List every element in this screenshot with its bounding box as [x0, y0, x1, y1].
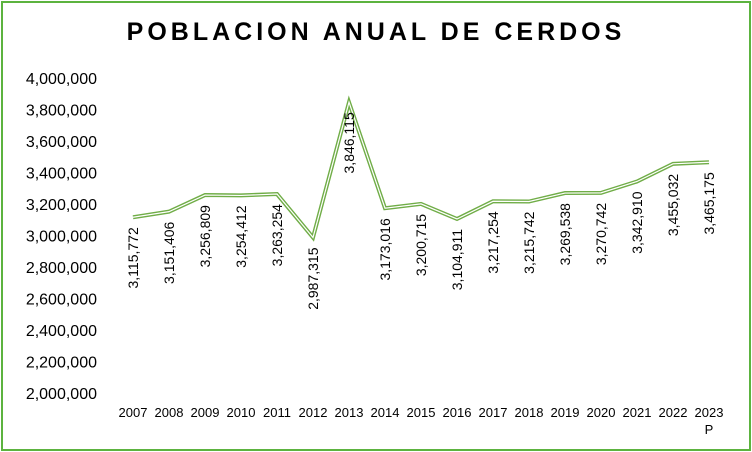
y-tick-label: 2,800,000: [26, 260, 97, 277]
data-label: 3,256,809: [197, 205, 213, 267]
data-label: 3,254,412: [233, 205, 249, 267]
y-tick-label: 3,200,000: [26, 197, 97, 214]
data-label: 3,270,742: [593, 203, 609, 265]
series-line-inner: [132, 100, 710, 239]
data-label: 3,217,254: [485, 211, 501, 273]
data-label: 3,151,406: [161, 221, 177, 283]
y-tick-label: 2,200,000: [26, 355, 97, 372]
y-tick-label: 3,000,000: [26, 229, 97, 246]
x-tick-label: 2021: [623, 405, 652, 420]
y-tick-label: 3,800,000: [26, 103, 97, 120]
data-label: 3,115,772: [125, 227, 141, 288]
x-tick-label: 2013: [335, 405, 364, 420]
x-tick-label: 2016: [443, 405, 472, 420]
x-tick-label: 2007: [119, 405, 148, 420]
y-tick-label: 3,600,000: [26, 134, 97, 151]
x-tick-label: 2010: [227, 405, 256, 420]
x-tick-label: 2018: [515, 405, 544, 420]
data-label: 3,173,016: [377, 218, 393, 280]
x-tick-label: 2023 P: [695, 405, 724, 437]
x-tick-label: 2015: [407, 405, 436, 420]
x-tick-label: 2022: [659, 405, 688, 420]
y-tick-label: 3,400,000: [26, 166, 97, 183]
x-tick-label: 2008: [155, 405, 184, 420]
y-tick-label: 2,600,000: [26, 292, 97, 309]
data-label: 3,269,538: [557, 203, 573, 265]
x-tick-label: 2009: [191, 405, 220, 420]
data-label: 3,342,910: [629, 191, 645, 253]
x-tick-label: 2017: [479, 405, 508, 420]
data-label: 3,263,254: [269, 204, 285, 266]
y-tick-label: 2,000,000: [26, 386, 97, 403]
y-tick-label: 4,000,000: [26, 71, 97, 88]
data-label: 3,465,175: [701, 172, 717, 234]
x-tick-label: 2019: [551, 405, 580, 420]
chart-title: POBLACION ANUAL DE CERDOS: [126, 18, 626, 46]
x-tick-label: 2012: [299, 405, 328, 420]
x-tick-label: 2014: [371, 405, 400, 420]
x-tick-label: 2020: [587, 405, 616, 420]
data-label: 3,215,742: [521, 211, 537, 273]
data-label: 3,104,911: [449, 229, 465, 290]
x-tick-label: 2011: [263, 405, 291, 420]
y-tick-label: 2,400,000: [26, 323, 97, 340]
data-label: 3,846,115: [341, 112, 357, 173]
data-label: 3,200,715: [413, 214, 429, 276]
data-label: 3,455,032: [665, 174, 681, 236]
data-label: 2,987,315: [305, 247, 321, 309]
